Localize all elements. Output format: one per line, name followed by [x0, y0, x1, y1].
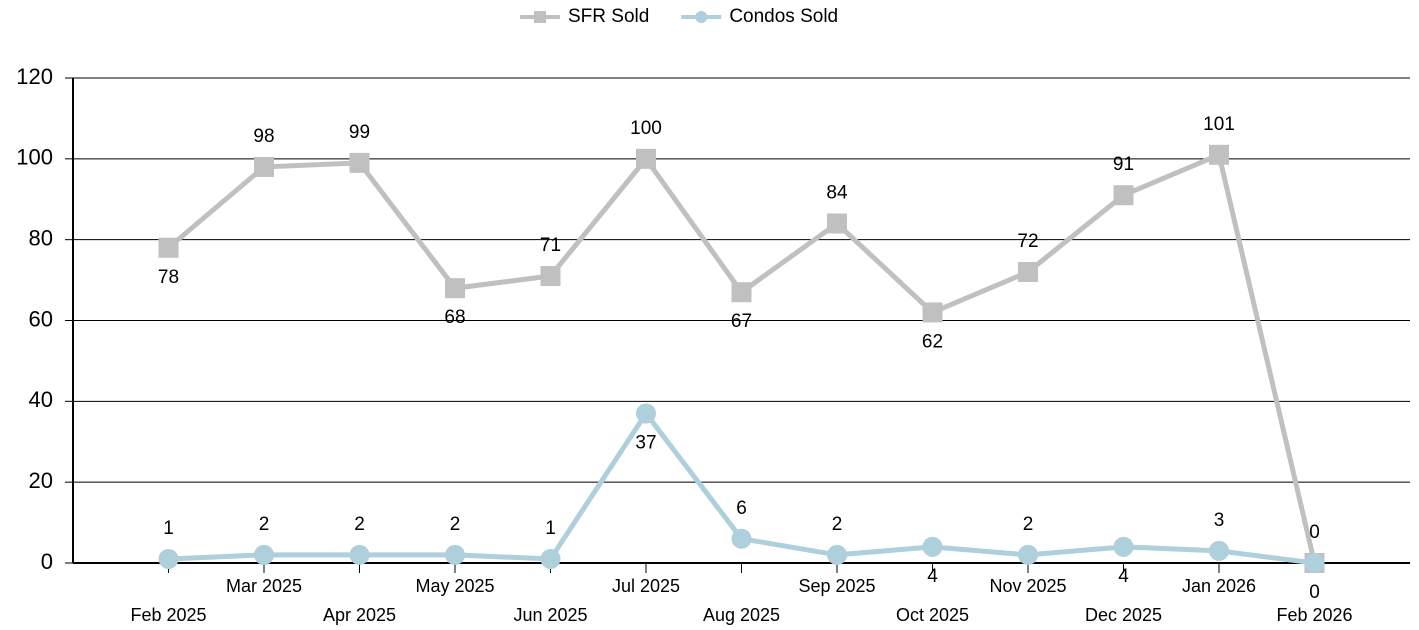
x-tick-label: Mar 2025: [226, 576, 302, 596]
marker: [1018, 262, 1038, 282]
marker: [1113, 185, 1134, 206]
marker: [636, 148, 656, 169]
marker: [1113, 536, 1134, 557]
data-label: 98: [253, 126, 274, 147]
data-label: 68: [444, 307, 465, 328]
marker: [827, 544, 847, 565]
data-label: 91: [1113, 154, 1134, 175]
y-tick-label: 60: [29, 306, 53, 331]
marker: [1209, 540, 1229, 561]
y-tick-label: 0: [41, 549, 53, 574]
data-label: 72: [1017, 231, 1038, 252]
marker: [540, 548, 561, 569]
data-label: 4: [927, 566, 938, 587]
legend-marker: [534, 11, 546, 23]
x-tick-label: Apr 2025: [323, 605, 396, 625]
x-tick-label: Oct 2025: [896, 605, 969, 625]
x-tick-label: Feb 2026: [1276, 605, 1352, 625]
data-label: 1: [163, 518, 174, 539]
x-tick-label: Jan 2026: [1182, 576, 1256, 596]
marker: [636, 403, 656, 424]
data-label: 1: [545, 518, 556, 539]
marker: [922, 536, 943, 557]
marker: [1209, 144, 1229, 165]
data-label: 67: [731, 311, 752, 332]
marker: [158, 237, 179, 258]
marker: [540, 266, 561, 287]
y-tick-label: 40: [29, 387, 53, 412]
marker: [827, 213, 847, 234]
y-tick-label: 120: [16, 64, 53, 89]
data-label: 4: [1118, 566, 1129, 587]
marker: [1304, 553, 1325, 573]
x-tick-label: Sep 2025: [798, 576, 875, 596]
data-label: 3: [1214, 510, 1225, 531]
x-tick-label: Jul 2025: [612, 576, 680, 596]
x-tick-label: Jun 2025: [513, 605, 587, 625]
data-label: 84: [826, 183, 848, 204]
legend-marker: [695, 11, 708, 23]
y-tick-label: 100: [16, 145, 53, 170]
data-label: 62: [922, 331, 943, 352]
data-label: 2: [1023, 514, 1034, 535]
marker: [1018, 544, 1038, 565]
legend-label: Condos Sold: [729, 6, 838, 27]
data-label: 2: [354, 514, 365, 535]
x-tick-label: Aug 2025: [703, 605, 780, 625]
data-label: 2: [259, 514, 270, 535]
data-label: 2: [832, 514, 843, 535]
data-label: 99: [349, 122, 370, 143]
data-label: 100: [630, 118, 662, 139]
legend-label: SFR Sold: [568, 6, 649, 27]
x-tick-label: May 2025: [415, 576, 494, 596]
marker: [445, 544, 465, 565]
y-tick-label: 80: [29, 225, 53, 250]
marker: [731, 528, 752, 549]
data-label: 37: [635, 432, 656, 453]
marker: [254, 156, 274, 177]
y-tick-label: 20: [29, 468, 53, 493]
marker: [158, 548, 179, 569]
data-label: 0: [1309, 582, 1320, 603]
x-tick-label: Dec 2025: [1085, 605, 1162, 625]
marker: [731, 282, 752, 303]
x-tick-label: Nov 2025: [989, 576, 1066, 596]
marker: [349, 544, 370, 565]
marker: [445, 278, 465, 299]
data-label: 6: [736, 498, 747, 519]
data-label: 71: [540, 235, 561, 256]
data-label: 78: [158, 267, 179, 288]
data-label: 0: [1309, 522, 1320, 543]
marker: [922, 302, 943, 323]
data-label: 2: [450, 514, 461, 535]
marker: [349, 152, 370, 173]
data-label: 101: [1203, 114, 1235, 135]
x-tick-label: Feb 2025: [130, 605, 206, 625]
marker: [254, 544, 274, 565]
